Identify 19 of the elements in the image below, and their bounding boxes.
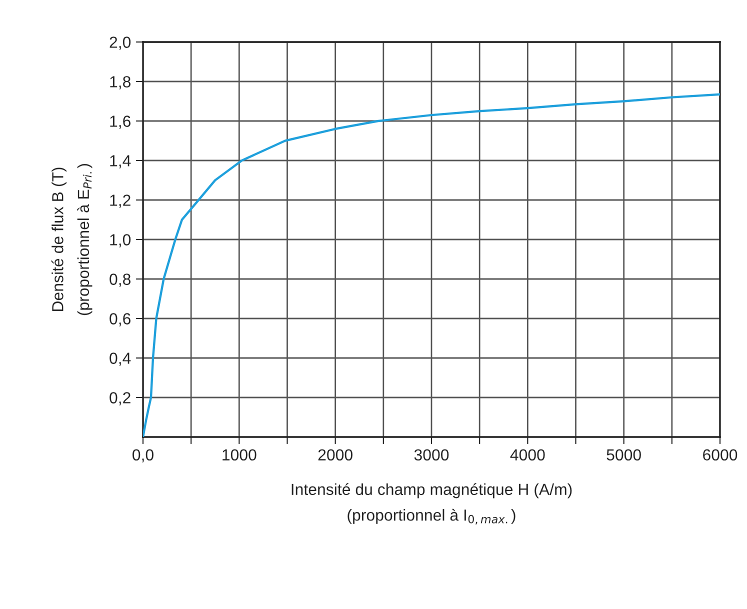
x-tick-label: 6000 [703, 449, 738, 461]
y-tick-label: 1,0 [110, 234, 131, 248]
y-tick-label: 1,4 [110, 155, 131, 168]
x-tick-label: 1000 [222, 449, 256, 461]
x-axis-title: Intensité du champ magnétique H (A/m) (proportionnel à I$_{0,max.}$) [292, 483, 572, 525]
y-tick-label: 1,6 [110, 116, 130, 129]
y-tick-label: 2,0 [110, 36, 131, 50]
x-tick-label: 2000 [318, 449, 352, 461]
x-tick-label: 4000 [510, 449, 545, 461]
y-tick-label: 1,2 [110, 194, 130, 208]
x-tick-label: 3000 [414, 449, 449, 461]
y-tick-label: 0,4 [110, 352, 131, 366]
y-axis-title: Densité de flux B (T) (proportionnel à E$_{Pri.}$) [51, 164, 92, 316]
y-tick-label: 1,8 [110, 76, 130, 90]
x-tick-label: 5000 [606, 449, 641, 461]
y-tick-label: 0,6 [110, 313, 130, 326]
y-tick-label: 0,8 [110, 274, 130, 287]
y-tick-label: 0,2 [110, 392, 130, 406]
x-tick-label: 0,0 [132, 449, 154, 462]
